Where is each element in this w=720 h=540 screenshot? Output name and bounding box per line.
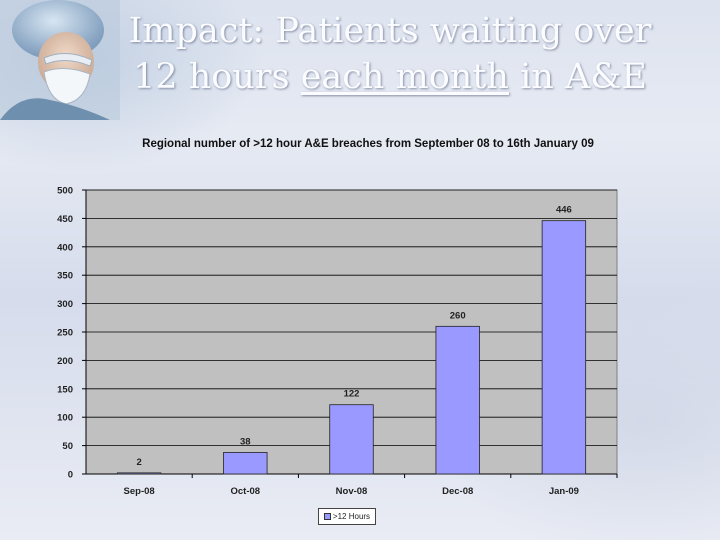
x-tick-label: Dec-08 [442, 486, 473, 497]
legend-label: >12 Hours [332, 512, 371, 521]
y-tick-label: 500 [57, 186, 73, 197]
bar [435, 325, 480, 475]
data-label: 446 [556, 205, 572, 216]
x-tick-label: Sep-08 [124, 486, 155, 497]
y-tick-label: 100 [57, 413, 73, 424]
data-label: 2 [136, 457, 141, 468]
title-segment-pre: 12 hours [133, 57, 301, 97]
data-label: 260 [450, 310, 466, 321]
title-segment-underlined: each month [300, 57, 509, 97]
title-segment-post: in A&E [508, 57, 647, 97]
slide-title-line1: Impact: Patients waiting over [128, 11, 652, 51]
y-tick-label: 150 [57, 384, 73, 395]
x-tick-label: Oct-08 [231, 486, 261, 497]
bar [329, 404, 374, 475]
y-tick-label: 350 [57, 271, 73, 282]
slide-title: Impact: Patients waiting over 12 hours e… [110, 8, 670, 100]
chart-legend: >12 Hours [318, 508, 376, 525]
bar [116, 472, 162, 475]
bar [223, 452, 268, 475]
surgeon-photo [0, 0, 120, 120]
data-label: 122 [344, 389, 360, 400]
y-tick-label: 50 [62, 441, 73, 452]
y-tick-label: 400 [57, 242, 73, 253]
slide-title-line2: 12 hours each month in A&E [110, 54, 670, 100]
y-tick-label: 200 [57, 356, 73, 367]
x-tick-label: Jan-09 [549, 486, 579, 497]
data-label: 38 [240, 436, 251, 447]
x-tick-label: Nov-08 [336, 486, 368, 497]
chart-title: Regional number of >12 hour A&E breaches… [142, 138, 594, 150]
bar [541, 220, 587, 475]
y-tick-label: 250 [57, 328, 73, 339]
y-tick-label: 0 [68, 470, 73, 481]
y-tick-label: 450 [57, 214, 73, 225]
legend-swatch [323, 513, 331, 520]
y-tick-label: 300 [57, 299, 73, 310]
